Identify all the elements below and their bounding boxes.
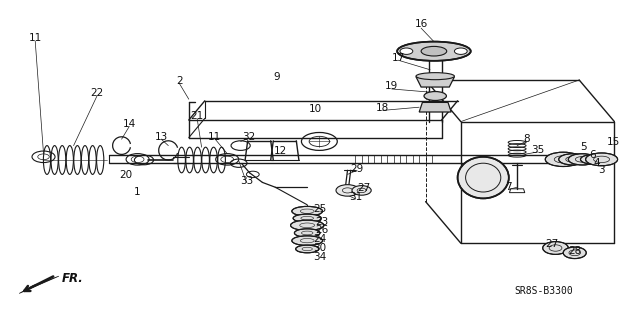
Text: 30: 30 bbox=[314, 243, 326, 253]
Text: 19: 19 bbox=[385, 81, 398, 92]
Ellipse shape bbox=[296, 245, 319, 253]
Circle shape bbox=[400, 48, 413, 54]
Text: 3: 3 bbox=[598, 165, 605, 175]
Text: 6: 6 bbox=[589, 150, 596, 160]
Text: 9: 9 bbox=[273, 72, 280, 83]
Text: 14: 14 bbox=[123, 119, 136, 129]
Text: 8: 8 bbox=[523, 134, 529, 144]
Text: 21: 21 bbox=[191, 111, 204, 121]
Text: 10: 10 bbox=[308, 104, 321, 115]
Ellipse shape bbox=[294, 229, 320, 237]
Text: 26: 26 bbox=[316, 225, 328, 236]
Text: FR.: FR. bbox=[62, 272, 84, 285]
Text: 20: 20 bbox=[119, 170, 132, 180]
Circle shape bbox=[352, 186, 371, 195]
Text: SR8S-B3300: SR8S-B3300 bbox=[515, 286, 573, 296]
Ellipse shape bbox=[421, 46, 447, 56]
Text: 13: 13 bbox=[155, 132, 168, 142]
Text: 33: 33 bbox=[240, 176, 253, 186]
Ellipse shape bbox=[292, 206, 323, 216]
Ellipse shape bbox=[397, 42, 471, 61]
Text: 16: 16 bbox=[415, 19, 428, 29]
Text: 32: 32 bbox=[242, 132, 255, 142]
Circle shape bbox=[543, 242, 568, 254]
Ellipse shape bbox=[586, 153, 618, 166]
Text: 29: 29 bbox=[351, 164, 364, 174]
Text: 11: 11 bbox=[29, 33, 42, 44]
Ellipse shape bbox=[580, 155, 604, 164]
Ellipse shape bbox=[291, 220, 324, 230]
Text: 7: 7 bbox=[506, 182, 512, 192]
Text: 25: 25 bbox=[314, 204, 326, 214]
Text: 35: 35 bbox=[531, 145, 544, 156]
Text: 4: 4 bbox=[593, 157, 600, 168]
Ellipse shape bbox=[545, 152, 581, 166]
Text: 22: 22 bbox=[91, 88, 104, 98]
Circle shape bbox=[563, 247, 586, 259]
Ellipse shape bbox=[416, 73, 454, 80]
Text: 31: 31 bbox=[349, 192, 362, 202]
Text: 5: 5 bbox=[580, 142, 587, 152]
Circle shape bbox=[336, 185, 359, 196]
Text: 12: 12 bbox=[274, 146, 287, 156]
Text: 27: 27 bbox=[545, 239, 558, 249]
Text: 27: 27 bbox=[357, 183, 370, 193]
Text: 2: 2 bbox=[176, 76, 182, 86]
Text: 18: 18 bbox=[376, 103, 389, 113]
Ellipse shape bbox=[559, 154, 587, 165]
Ellipse shape bbox=[424, 92, 447, 100]
Text: 17: 17 bbox=[392, 52, 404, 63]
Text: 15: 15 bbox=[607, 137, 620, 148]
Ellipse shape bbox=[293, 214, 321, 222]
Polygon shape bbox=[416, 77, 454, 87]
Circle shape bbox=[454, 48, 467, 54]
Ellipse shape bbox=[458, 157, 509, 198]
Text: 23: 23 bbox=[316, 217, 328, 228]
Text: 11: 11 bbox=[208, 132, 221, 142]
Text: 34: 34 bbox=[314, 252, 326, 262]
Text: 28: 28 bbox=[568, 246, 581, 256]
Text: 1: 1 bbox=[134, 187, 141, 197]
Polygon shape bbox=[419, 102, 451, 112]
Polygon shape bbox=[19, 276, 59, 293]
Ellipse shape bbox=[292, 236, 323, 245]
Text: 24: 24 bbox=[314, 234, 326, 244]
Ellipse shape bbox=[568, 154, 596, 165]
